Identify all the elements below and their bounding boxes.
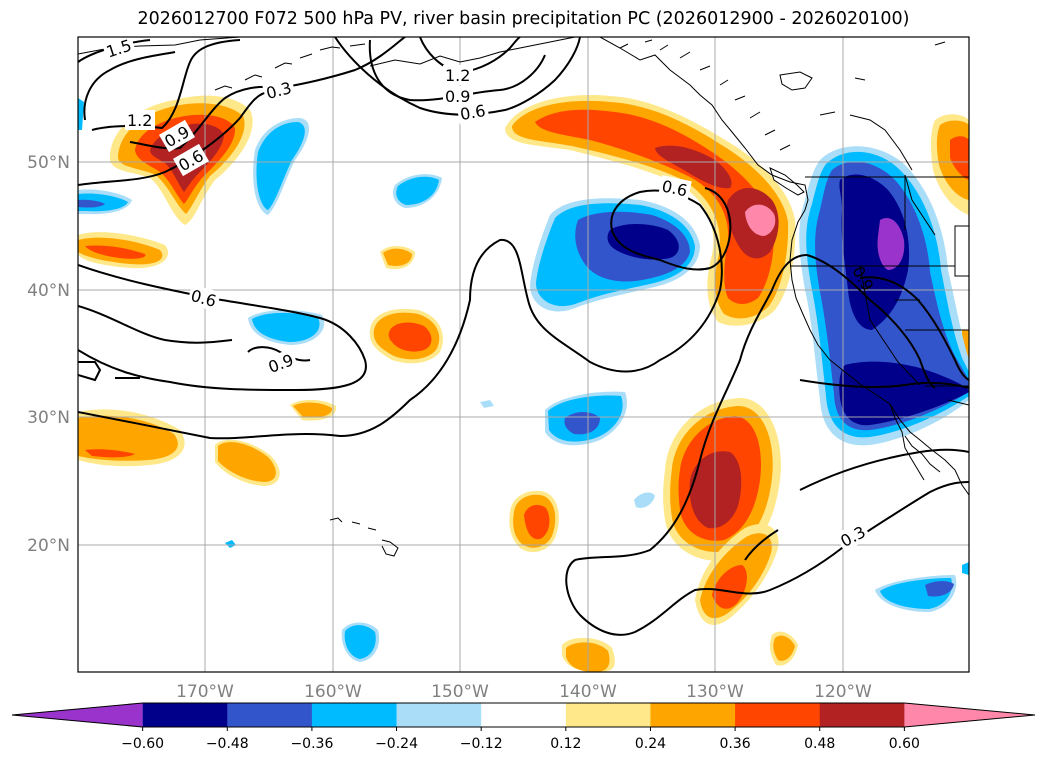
colorbar-swatch [565,703,651,727]
colorbar-tick-label: 0.12 [550,736,581,752]
lat-label: 30°N [27,408,70,428]
cold-area-west-coast [799,146,969,446]
longitude-labels: 170°W 160°W 150°W 140°W 130°W 120°W [176,682,872,702]
contour-label: 1.2 [127,111,152,130]
contour-label: 0.6 [660,176,689,200]
colorbar-tick-label: −0.24 [375,736,418,752]
colorbar-swatch [819,703,905,727]
colorbar-swatch [311,703,398,727]
gridlines [78,37,969,672]
colorbar-tick-label: 0.36 [720,736,751,752]
map-title: 2026012700 F072 500 hPa PV, river basin … [137,9,910,29]
contour-label: 0.9 [445,87,470,106]
lon-label: 170°W [176,682,234,702]
contour-label: 0.6 [459,101,487,124]
colorbar-swatch [650,703,736,727]
colorbar-tick-label: −0.36 [290,736,333,752]
colorbar-extend-low [12,703,143,727]
lon-label: 150°W [431,682,489,702]
colorbar-swatch [227,703,313,727]
pv-contours [78,37,969,636]
lat-label: 20°N [27,536,70,556]
colorbar-swatch [735,703,821,727]
lat-label: 40°N [27,281,70,301]
lat-label: 50°N [27,153,70,173]
colorbar-tick-label: −0.12 [460,736,503,752]
lon-label: 120°W [814,682,872,702]
contour-label: 1.2 [445,66,470,85]
colorbar-swatch [481,703,567,727]
lon-label: 130°W [686,682,744,702]
colorbar-tick-label: 0.24 [635,736,666,752]
warm-blob-central-east [663,398,781,625]
colorbar-tick-label: 0.60 [889,736,920,752]
colorbar-extend-high [904,703,1035,727]
coastlines [78,37,969,557]
colorbar-swatch [396,703,482,727]
lon-label: 140°W [559,682,617,702]
colorbar-tick-label: −0.60 [121,736,164,752]
colorbar: −0.60 −0.48 −0.36 −0.24 −0.12 0.12 0.24 0.36 0.4… [11,702,1036,752]
map-frame [77,36,970,673]
colorbar-tick-label: 0.48 [804,736,835,752]
colorbar-tick-label: −0.48 [206,736,249,752]
colorbar-swatch [142,703,228,727]
cold-area-central [530,198,700,312]
latitude-labels: 50°N 40°N 30°N 20°N [27,153,70,556]
lon-label: 160°W [304,682,362,702]
